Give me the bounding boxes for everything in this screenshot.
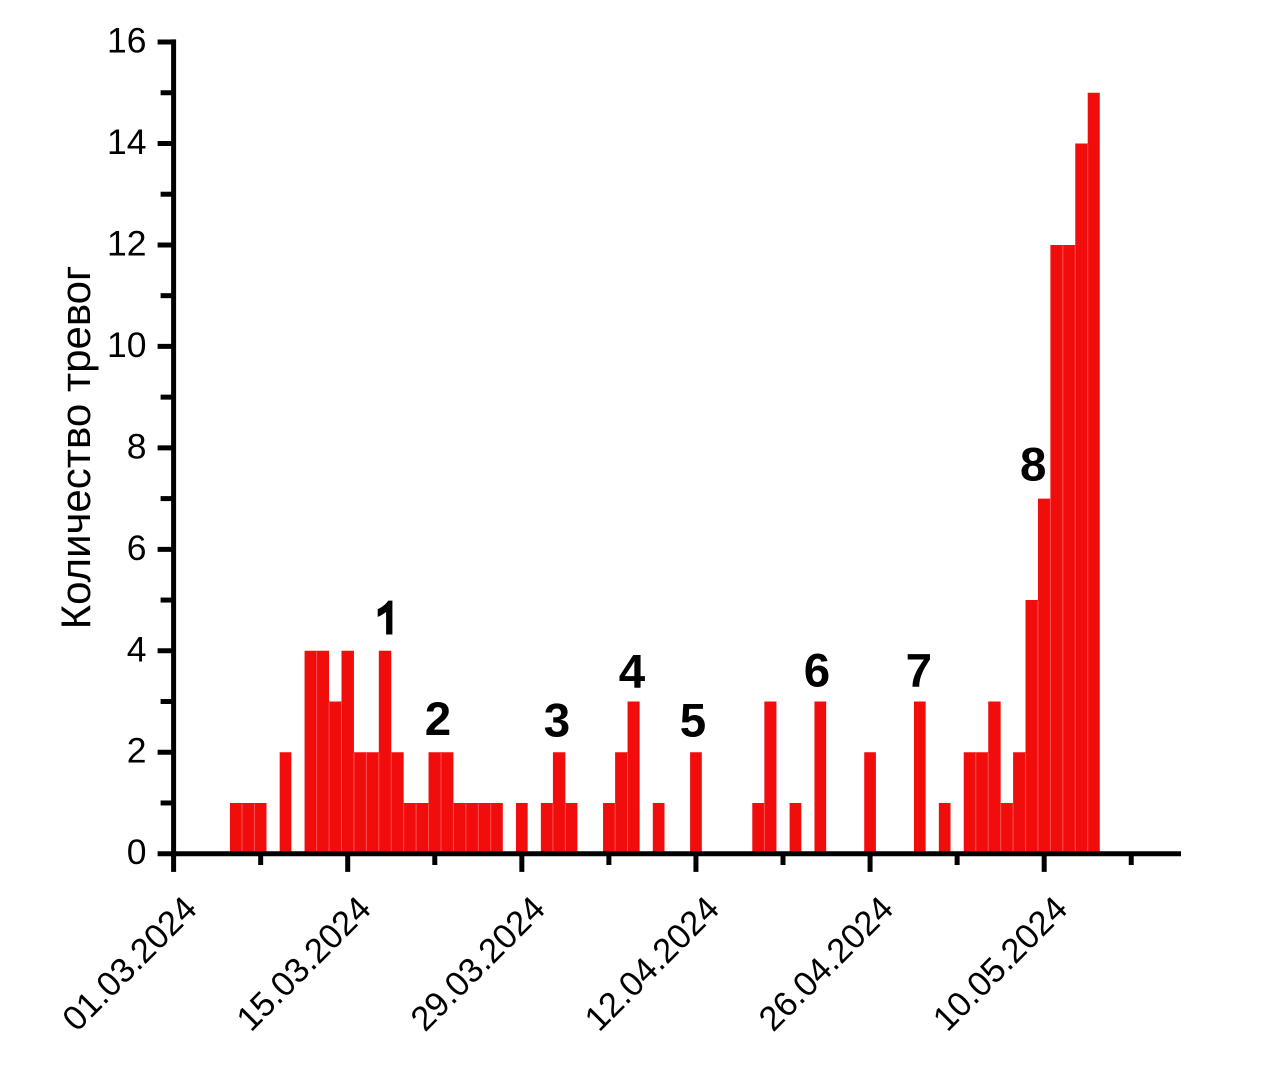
svg-text:8: 8 — [127, 426, 147, 466]
svg-text:16: 16 — [107, 21, 147, 61]
svg-text:4: 4 — [619, 646, 646, 699]
svg-text:8: 8 — [1020, 438, 1046, 491]
svg-text:5: 5 — [680, 695, 706, 748]
svg-text:6: 6 — [804, 644, 830, 697]
svg-text:10: 10 — [107, 325, 147, 365]
svg-text:2: 2 — [425, 693, 451, 746]
svg-text:14: 14 — [107, 122, 147, 162]
svg-text:Количество тревог: Количество тревог — [52, 266, 99, 630]
svg-text:6: 6 — [127, 528, 147, 568]
svg-text:3: 3 — [544, 695, 570, 748]
svg-text:12: 12 — [107, 223, 147, 263]
svg-text:0: 0 — [127, 832, 147, 872]
svg-text:2: 2 — [127, 731, 147, 771]
svg-text:7: 7 — [906, 645, 932, 698]
svg-text:4: 4 — [127, 629, 147, 669]
